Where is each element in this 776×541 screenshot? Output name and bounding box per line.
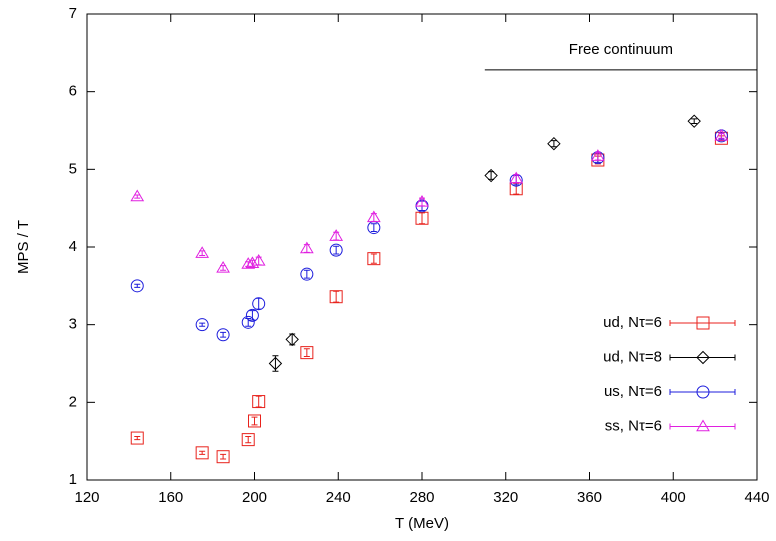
marker xyxy=(285,332,299,347)
y-tick-label: 4 xyxy=(69,238,77,255)
marker xyxy=(130,279,144,293)
marker xyxy=(300,346,314,360)
error-bar xyxy=(333,290,340,303)
marker xyxy=(130,189,145,202)
marker xyxy=(216,450,230,464)
error-bar xyxy=(249,310,256,321)
marker xyxy=(591,151,605,165)
marker xyxy=(509,173,523,187)
error-bar xyxy=(199,322,206,327)
marker xyxy=(484,168,498,183)
marker xyxy=(329,243,343,257)
legend-label: ud, Nτ=6 xyxy=(603,314,662,331)
error-bar xyxy=(255,297,262,310)
x-tick-label: 440 xyxy=(744,489,769,506)
legend-marker xyxy=(696,316,710,330)
marker xyxy=(366,210,381,223)
error-bar xyxy=(550,140,557,148)
legend-marker xyxy=(696,419,710,432)
marker xyxy=(329,229,344,241)
error-bar xyxy=(691,118,698,125)
marker xyxy=(268,356,283,371)
x-axis-label: T (MeV) xyxy=(395,515,449,532)
error-bar xyxy=(134,436,141,441)
error-bar xyxy=(134,283,141,288)
marker xyxy=(216,328,230,342)
marker xyxy=(252,395,266,409)
marker xyxy=(251,253,266,266)
legend-marker xyxy=(696,385,710,399)
marker xyxy=(241,433,255,447)
y-tick-label: 2 xyxy=(69,393,77,410)
annotation: Free continuum xyxy=(569,41,673,58)
error-bar xyxy=(134,194,141,199)
marker xyxy=(195,246,210,258)
marker xyxy=(241,257,256,269)
marker xyxy=(216,260,230,273)
error-bar xyxy=(220,453,227,460)
marker xyxy=(714,128,729,141)
x-tick-label: 120 xyxy=(74,489,99,506)
marker xyxy=(367,252,381,266)
marker xyxy=(300,267,314,281)
legend-label: us, Nτ=6 xyxy=(604,383,662,400)
marker xyxy=(509,171,524,184)
error-bar xyxy=(245,436,252,444)
x-tick-label: 320 xyxy=(493,489,518,506)
error-bar xyxy=(303,348,310,358)
error-bar xyxy=(272,355,279,372)
legend-label: ss, Nτ=6 xyxy=(605,417,662,434)
marker xyxy=(248,414,261,428)
error-bar xyxy=(251,416,258,426)
x-tick-label: 360 xyxy=(577,489,602,506)
error-bar xyxy=(199,450,206,455)
marker xyxy=(252,297,266,311)
error-bar xyxy=(255,395,262,408)
y-axis-label: MPS / T xyxy=(15,220,32,274)
x-tick-label: 400 xyxy=(661,489,686,506)
legend-label: ud, Nτ=8 xyxy=(603,348,662,365)
y-tick-label: 6 xyxy=(69,83,77,100)
marker xyxy=(415,194,429,207)
y-tick-label: 1 xyxy=(69,471,77,488)
marker xyxy=(245,256,260,269)
legend-sample xyxy=(669,354,736,361)
marker xyxy=(195,446,209,460)
marker xyxy=(687,114,701,128)
marker xyxy=(591,149,605,161)
error-bar xyxy=(303,269,310,279)
marker xyxy=(547,136,561,151)
x-tick-label: 200 xyxy=(242,489,267,506)
marker xyxy=(299,241,314,254)
marker xyxy=(130,431,144,445)
y-tick-label: 7 xyxy=(69,5,77,22)
marker xyxy=(329,290,343,304)
y-tick-label: 3 xyxy=(69,316,77,333)
x-tick-label: 240 xyxy=(326,489,351,506)
legend-sample xyxy=(669,320,736,326)
error-bar xyxy=(370,253,377,264)
x-tick-label: 280 xyxy=(409,489,434,506)
legend-marker xyxy=(696,350,710,365)
x-tick-label: 160 xyxy=(158,489,183,506)
error-bar xyxy=(370,223,377,232)
marker xyxy=(245,308,259,322)
legend-sample xyxy=(669,423,736,430)
marker xyxy=(195,318,209,332)
error-bar xyxy=(488,171,495,180)
plot-frame xyxy=(86,13,758,481)
error-bar xyxy=(333,245,340,255)
error-bar xyxy=(419,212,425,225)
error-bar xyxy=(220,331,227,338)
y-tick-label: 5 xyxy=(69,160,77,177)
marker xyxy=(241,315,255,329)
legend-sample xyxy=(669,389,736,395)
